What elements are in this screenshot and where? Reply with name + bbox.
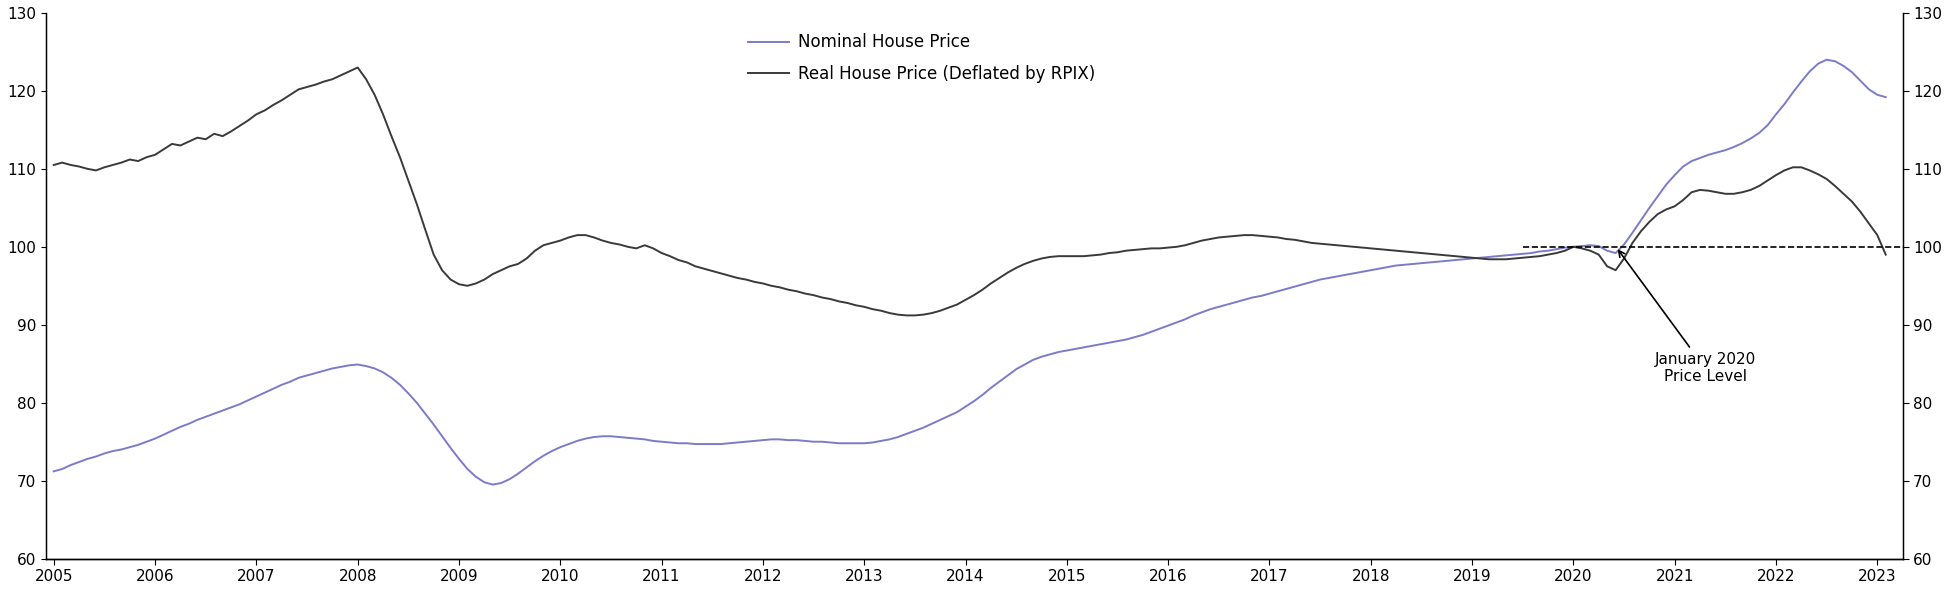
Real House Price (Deflated by RPIX) [699,268,723,275]
Real House Price (Deflated by RPIX) [810,294,834,301]
Real House Price (Deflated by RPIX) [279,91,302,98]
Nominal House Price [1814,56,1837,63]
Real House Price (Deflated by RPIX) [347,64,370,71]
Real House Price (Deflated by RPIX) [894,312,918,319]
Nominal House Price [481,481,505,488]
Nominal House Price [1874,93,1897,100]
Nominal House Price [699,440,723,447]
Real House Price (Deflated by RPIX) [1358,245,1381,252]
Real House Price (Deflated by RPIX) [456,282,479,290]
Nominal House Price [810,438,834,445]
Real House Price (Deflated by RPIX) [43,161,66,168]
Nominal House Price [1350,268,1373,275]
Nominal House Price [279,378,302,385]
Real House Price (Deflated by RPIX) [1874,251,1897,258]
Line: Nominal House Price: Nominal House Price [55,60,1886,485]
Text: January 2020
Price Level: January 2020 Price Level [1619,251,1755,385]
Nominal House Price [1704,149,1728,156]
Real House Price (Deflated by RPIX) [1712,190,1736,197]
Nominal House Price [43,468,66,475]
Legend: Nominal House Price, Real House Price (Deflated by RPIX): Nominal House Price, Real House Price (D… [740,27,1101,89]
Line: Real House Price (Deflated by RPIX): Real House Price (Deflated by RPIX) [55,67,1886,316]
Nominal House Price [448,455,471,462]
